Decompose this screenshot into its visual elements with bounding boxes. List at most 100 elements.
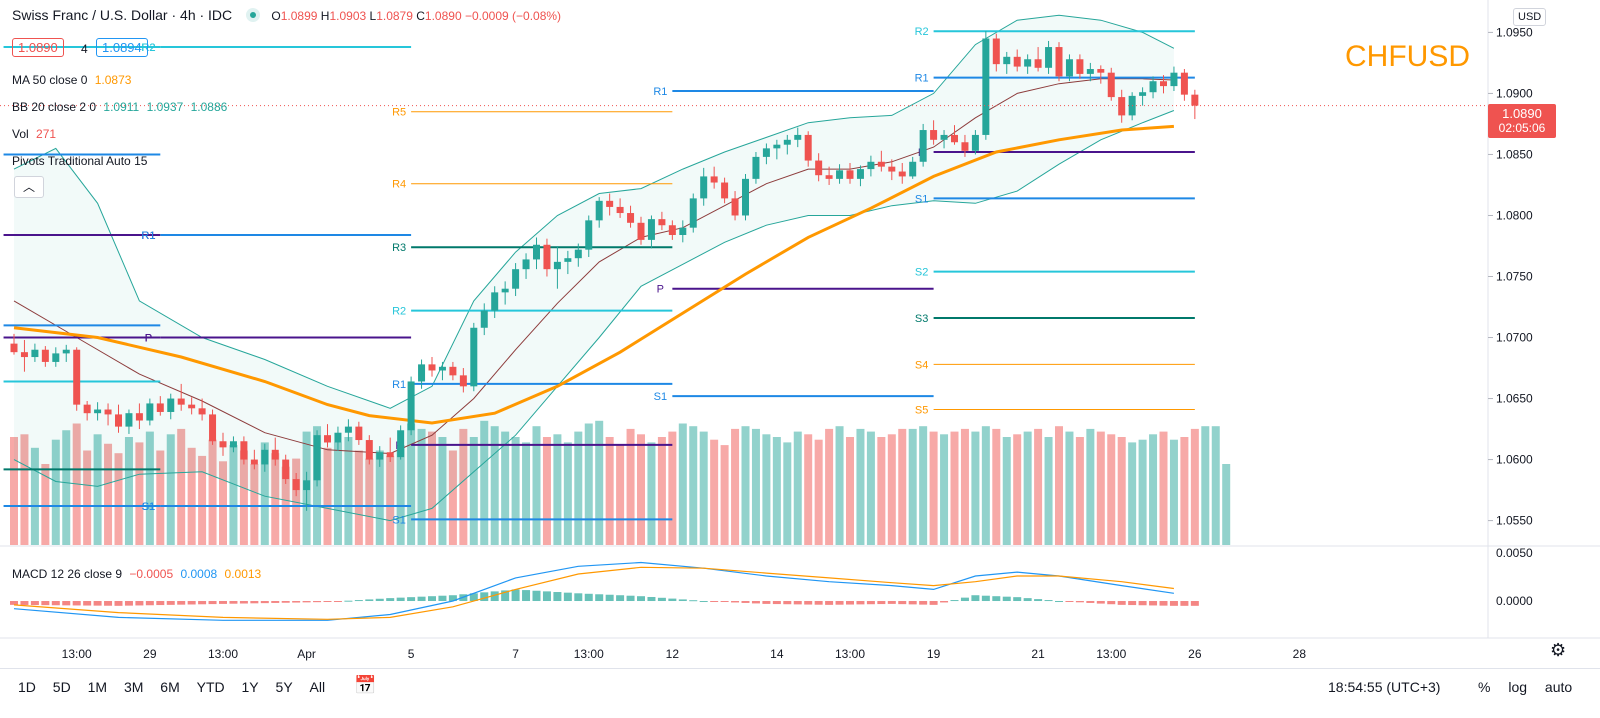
candle-body xyxy=(1149,81,1157,93)
ohlc-high: 1.0903 xyxy=(329,9,367,23)
macd-histogram-bar xyxy=(1013,597,1022,602)
ma-legend[interactable]: MA 50 close 0 1.0873 xyxy=(12,73,131,87)
volume-bar xyxy=(522,442,531,545)
macd-histogram-bar xyxy=(699,601,708,603)
ask-button[interactable]: 1.0894 xyxy=(96,38,148,57)
pivot-label: R2 xyxy=(142,42,156,54)
candle-body xyxy=(334,432,342,443)
volume-bar xyxy=(1128,442,1137,545)
macd-histogram-bar xyxy=(20,601,29,605)
clock[interactable]: 18:54:55 (UTC+3) xyxy=(1328,679,1441,695)
time-tick-label: 29 xyxy=(143,647,157,661)
time-tick-label: 13:00 xyxy=(835,647,865,661)
candle-body xyxy=(62,349,70,354)
macd-histogram-bar xyxy=(62,601,71,606)
range-1y[interactable]: 1Y xyxy=(241,679,259,695)
log-toggle[interactable]: log xyxy=(1508,679,1528,695)
macd-histogram-bar xyxy=(1065,601,1074,603)
macd-histogram-bar xyxy=(919,601,928,605)
candle-body xyxy=(115,414,122,427)
macd-legend[interactable]: MACD 12 26 close 9 −0.0005 0.0008 0.0013 xyxy=(12,567,261,581)
pivots-label: Pivots Traditional Auto 15 xyxy=(12,154,148,168)
symbol-title[interactable]: Swiss Franc / U.S. Dollar · 4h · IDC xyxy=(12,7,233,23)
volume-bar xyxy=(616,445,625,545)
macd-histogram-bar xyxy=(1055,601,1063,603)
macd-histogram-bar xyxy=(333,601,342,603)
bid-button[interactable]: 1.0890 xyxy=(12,38,64,57)
candle-body xyxy=(898,171,906,177)
bb-label: BB 20 close 2 0 xyxy=(12,100,97,114)
macd-histogram-bar xyxy=(1169,601,1178,606)
range-5d[interactable]: 5D xyxy=(52,679,71,695)
macd-histogram-bar xyxy=(647,596,656,602)
volume-bar xyxy=(595,420,604,545)
volume-bar xyxy=(1149,434,1158,545)
macd-histogram-bar xyxy=(637,596,645,602)
candle-body xyxy=(135,413,143,421)
range-selector: 1D 5D 1M 3M 6M YTD 1Y 5Y All xyxy=(18,679,338,695)
candle-body xyxy=(961,142,969,151)
ohlc-high-key: H xyxy=(320,9,330,23)
pivot-label: R1 xyxy=(141,230,155,242)
volume-bar xyxy=(1096,431,1105,545)
volume-bar xyxy=(219,461,227,545)
macd-histogram-bar xyxy=(104,601,113,606)
vol-legend[interactable]: Vol 271 xyxy=(12,127,56,141)
macd-histogram-bar xyxy=(198,601,207,605)
candle-body xyxy=(240,441,248,460)
time-tick-label: 13:00 xyxy=(62,647,92,661)
range-all[interactable]: All xyxy=(309,679,326,695)
auto-toggle[interactable]: auto xyxy=(1544,679,1573,695)
macd-histogram-bar xyxy=(1002,596,1011,602)
volume-bar xyxy=(877,437,886,545)
candle-body xyxy=(564,258,572,262)
pivots-legend[interactable]: Pivots Traditional Auto 15 xyxy=(12,154,147,168)
range-5y[interactable]: 5Y xyxy=(275,679,293,695)
range-6m[interactable]: 6M xyxy=(160,679,180,695)
candle-body xyxy=(710,176,718,183)
volume-bar xyxy=(114,453,123,545)
candle-body xyxy=(177,398,185,405)
volume-bar xyxy=(678,423,687,545)
percent-toggle[interactable]: % xyxy=(1478,679,1491,695)
macd-histogram-bar xyxy=(793,601,802,605)
macd-histogram-bar xyxy=(417,596,426,602)
currency-button[interactable]: USD xyxy=(1513,8,1547,26)
candle-body xyxy=(846,170,854,179)
range-3m[interactable]: 3M xyxy=(123,679,144,695)
time-tick-label: 13:00 xyxy=(208,647,238,661)
pivot-label: P xyxy=(145,333,152,345)
volume-bar xyxy=(814,439,823,545)
volume-bar xyxy=(950,431,959,545)
macd-histogram-bar xyxy=(72,601,81,606)
macd-histogram-bar xyxy=(605,594,614,602)
volume-bar xyxy=(428,431,436,545)
macd-histogram-bar xyxy=(93,601,102,606)
time-tick-label: 26 xyxy=(1188,647,1202,661)
volume-bar xyxy=(469,437,478,545)
candle-body xyxy=(700,176,708,199)
range-1d[interactable]: 1D xyxy=(18,679,36,695)
volume-bar xyxy=(741,426,750,545)
candle-body xyxy=(31,349,39,358)
bb-legend[interactable]: BB 20 close 2 0 1.0911 1.0937 1.0886 xyxy=(12,100,227,114)
range-ytd[interactable]: YTD xyxy=(196,679,225,695)
macd-histogram-bar xyxy=(772,601,781,605)
macd-histogram-bar xyxy=(448,595,457,602)
volume-bar xyxy=(866,431,875,545)
volume-bar xyxy=(1034,428,1043,545)
price-chart[interactable]: R2R1PS1R2R1PS1R5R4R3R2R1PS1R1PS1R2R1PS1S… xyxy=(0,0,1600,668)
volume-bar xyxy=(1159,431,1168,545)
gear-icon[interactable]: ⚙ xyxy=(1550,640,1567,660)
candle-body xyxy=(783,139,791,145)
collapse-legend-button[interactable]: ︿ xyxy=(14,176,44,198)
calendar-icon[interactable]: 📅 xyxy=(354,675,377,695)
macd-histogram-bar xyxy=(323,601,332,603)
volume-bar xyxy=(51,439,60,545)
symbol-annotation: CHFUSD xyxy=(1345,40,1470,73)
candle-body xyxy=(616,206,624,214)
range-1m[interactable]: 1M xyxy=(87,679,108,695)
time-tick-label: 13:00 xyxy=(574,647,604,661)
volume-bar xyxy=(542,437,551,545)
macd-histogram-bar xyxy=(250,601,259,604)
